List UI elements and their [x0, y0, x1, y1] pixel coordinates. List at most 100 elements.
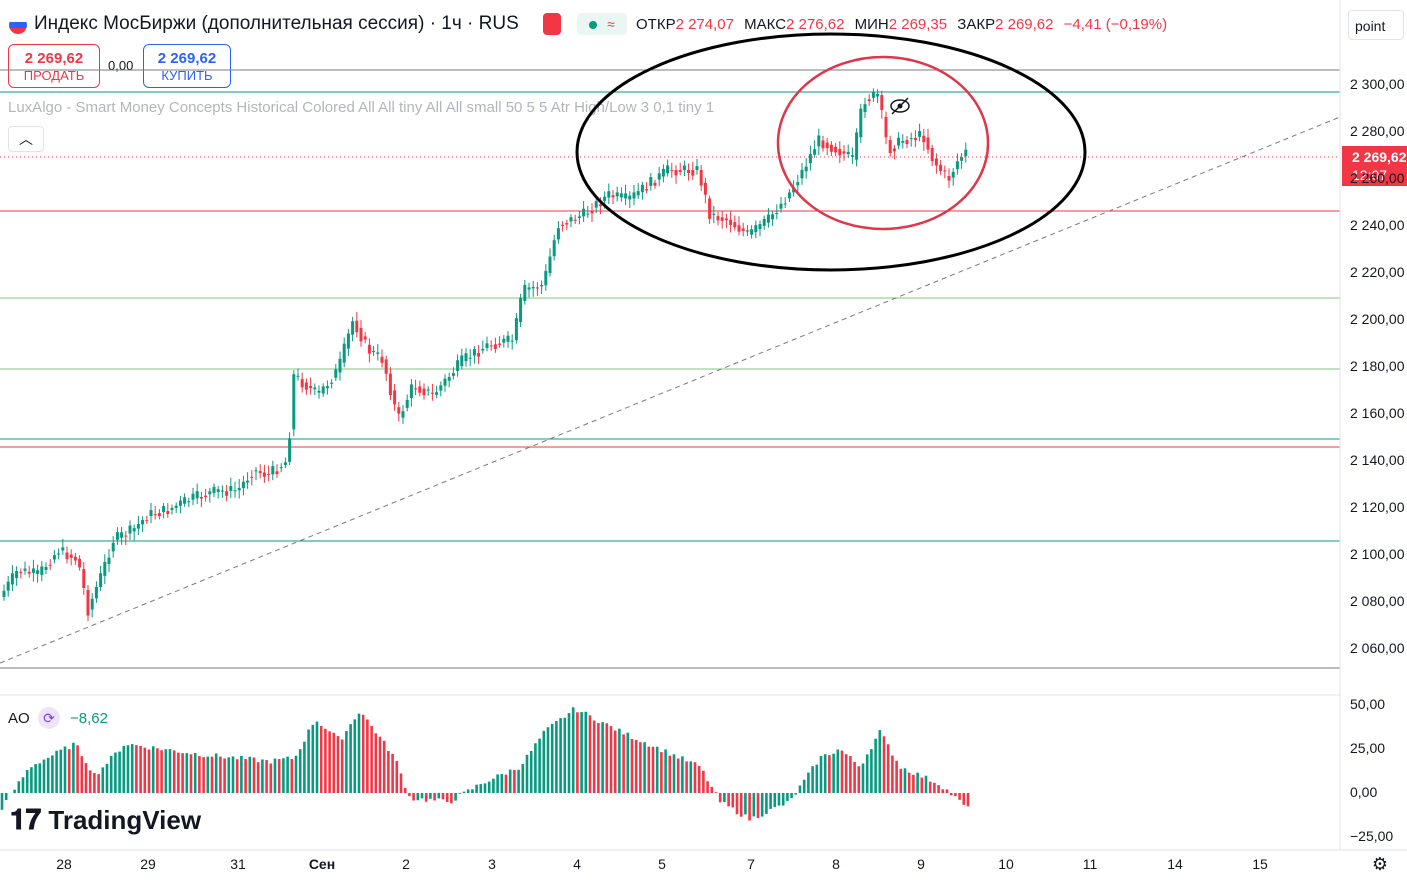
ao-bar: [265, 760, 268, 793]
candle-body: [607, 191, 611, 198]
ao-bar: [765, 793, 768, 814]
ao-bar: [139, 745, 142, 793]
ao-bar: [777, 793, 781, 806]
ao-bar: [760, 793, 764, 817]
point-button[interactable]: point: [1348, 10, 1404, 40]
ao-value: −8,62: [70, 710, 108, 727]
candle-body: [632, 192, 636, 199]
time-tick-label: 2: [402, 856, 410, 872]
time-tick-label: 7: [747, 856, 755, 872]
collapse-chevron-icon[interactable]: ︿: [8, 126, 44, 152]
ao-bar: [559, 718, 562, 793]
ao-bar: [588, 715, 592, 793]
ao-bar: [59, 749, 63, 793]
price-tick-label: 2 120,00: [1350, 499, 1405, 515]
ao-bar: [517, 769, 520, 793]
candle-body: [149, 510, 153, 516]
candle-body: [514, 318, 518, 341]
price-tick-label: 2 240,00: [1350, 217, 1405, 233]
price-tick-label: 2 260,00: [1350, 170, 1405, 186]
candle-body: [489, 345, 493, 347]
candle-body: [397, 407, 401, 414]
ao-bar: [395, 760, 399, 793]
ao-bar: [538, 738, 541, 793]
ao-bar: [542, 730, 546, 793]
candle-body: [712, 213, 716, 215]
ao-bar: [366, 719, 369, 793]
candle-body: [435, 392, 439, 395]
ao-bar: [571, 707, 575, 793]
ao-bar: [214, 753, 218, 793]
ao-bar: [924, 775, 928, 793]
settings-icon[interactable]: ⚙: [1371, 854, 1389, 874]
ao-bar: [412, 793, 415, 801]
candle-body: [225, 491, 229, 496]
tradingview-logo[interactable]: 𝟏𝟕 TradingView: [10, 804, 202, 835]
candle-body: [477, 353, 481, 357]
candle-body: [871, 92, 875, 98]
candle-body: [363, 336, 367, 340]
ao-bar: [336, 736, 340, 793]
candle-body: [670, 170, 674, 172]
ao-bar: [731, 793, 735, 808]
ao-bar: [576, 712, 579, 793]
buy-button[interactable]: 2 269,62 КУПИТЬ: [143, 44, 231, 88]
candle-body: [867, 99, 871, 102]
candle-body: [926, 137, 930, 150]
candle-body: [65, 552, 69, 560]
candle-body: [519, 297, 523, 322]
ao-bar: [324, 728, 327, 793]
ao-bar: [865, 754, 869, 793]
ao-bar: [13, 789, 16, 793]
ao-bar: [580, 712, 583, 793]
waves-icon: ≈: [607, 16, 615, 32]
candle-body: [678, 170, 682, 172]
candle-body: [48, 564, 52, 566]
ao-bar: [668, 755, 672, 793]
candle-body: [964, 149, 968, 157]
ao-bar: [710, 786, 714, 793]
candle-body: [880, 95, 884, 110]
ao-bar: [727, 793, 730, 807]
candlestick-series: [2, 88, 968, 622]
candle-body: [69, 554, 73, 558]
sell-button[interactable]: 2 269,62 ПРОДАТЬ: [8, 44, 100, 88]
ao-bar: [97, 774, 100, 793]
candle-body: [422, 388, 426, 396]
candle-body: [615, 192, 619, 197]
ao-bar: [639, 742, 642, 793]
candle-body: [510, 340, 514, 342]
ao-bar: [462, 791, 466, 793]
ao-bar: [84, 763, 88, 793]
ao-bar: [25, 770, 29, 793]
candle-body: [838, 148, 842, 156]
status-indicator[interactable]: ≈: [577, 13, 627, 35]
ao-bar: [630, 738, 634, 793]
ao-bar: [319, 725, 323, 793]
candle-body: [342, 343, 346, 363]
market-closed-icon[interactable]: [543, 13, 561, 35]
ao-bar: [290, 759, 294, 793]
refresh-icon[interactable]: ⟳: [38, 707, 60, 729]
candle-body: [6, 581, 10, 591]
candle-body: [800, 169, 804, 179]
candle-body: [388, 373, 392, 396]
candle-body: [292, 374, 296, 430]
ao-bar: [655, 746, 659, 793]
ao-bar: [223, 758, 226, 793]
candle-body: [351, 321, 355, 335]
ao-bar: [387, 751, 390, 793]
candle-body: [267, 473, 271, 475]
candle-body: [132, 528, 136, 532]
black-ellipse-drawing: [575, 32, 1087, 272]
candle-body: [409, 384, 413, 399]
symbol-title[interactable]: Индекс МосБиржи (дополнительная сессия) …: [34, 13, 519, 34]
candle-body: [313, 387, 317, 390]
candle-body: [36, 570, 40, 574]
candle-body: [863, 104, 867, 112]
time-tick-label: 4: [573, 856, 581, 872]
indicator-label[interactable]: LuxAlgo - Smart Money Concepts Historica…: [8, 99, 715, 116]
ao-title[interactable]: AO: [8, 710, 30, 727]
candle-body: [44, 567, 48, 570]
